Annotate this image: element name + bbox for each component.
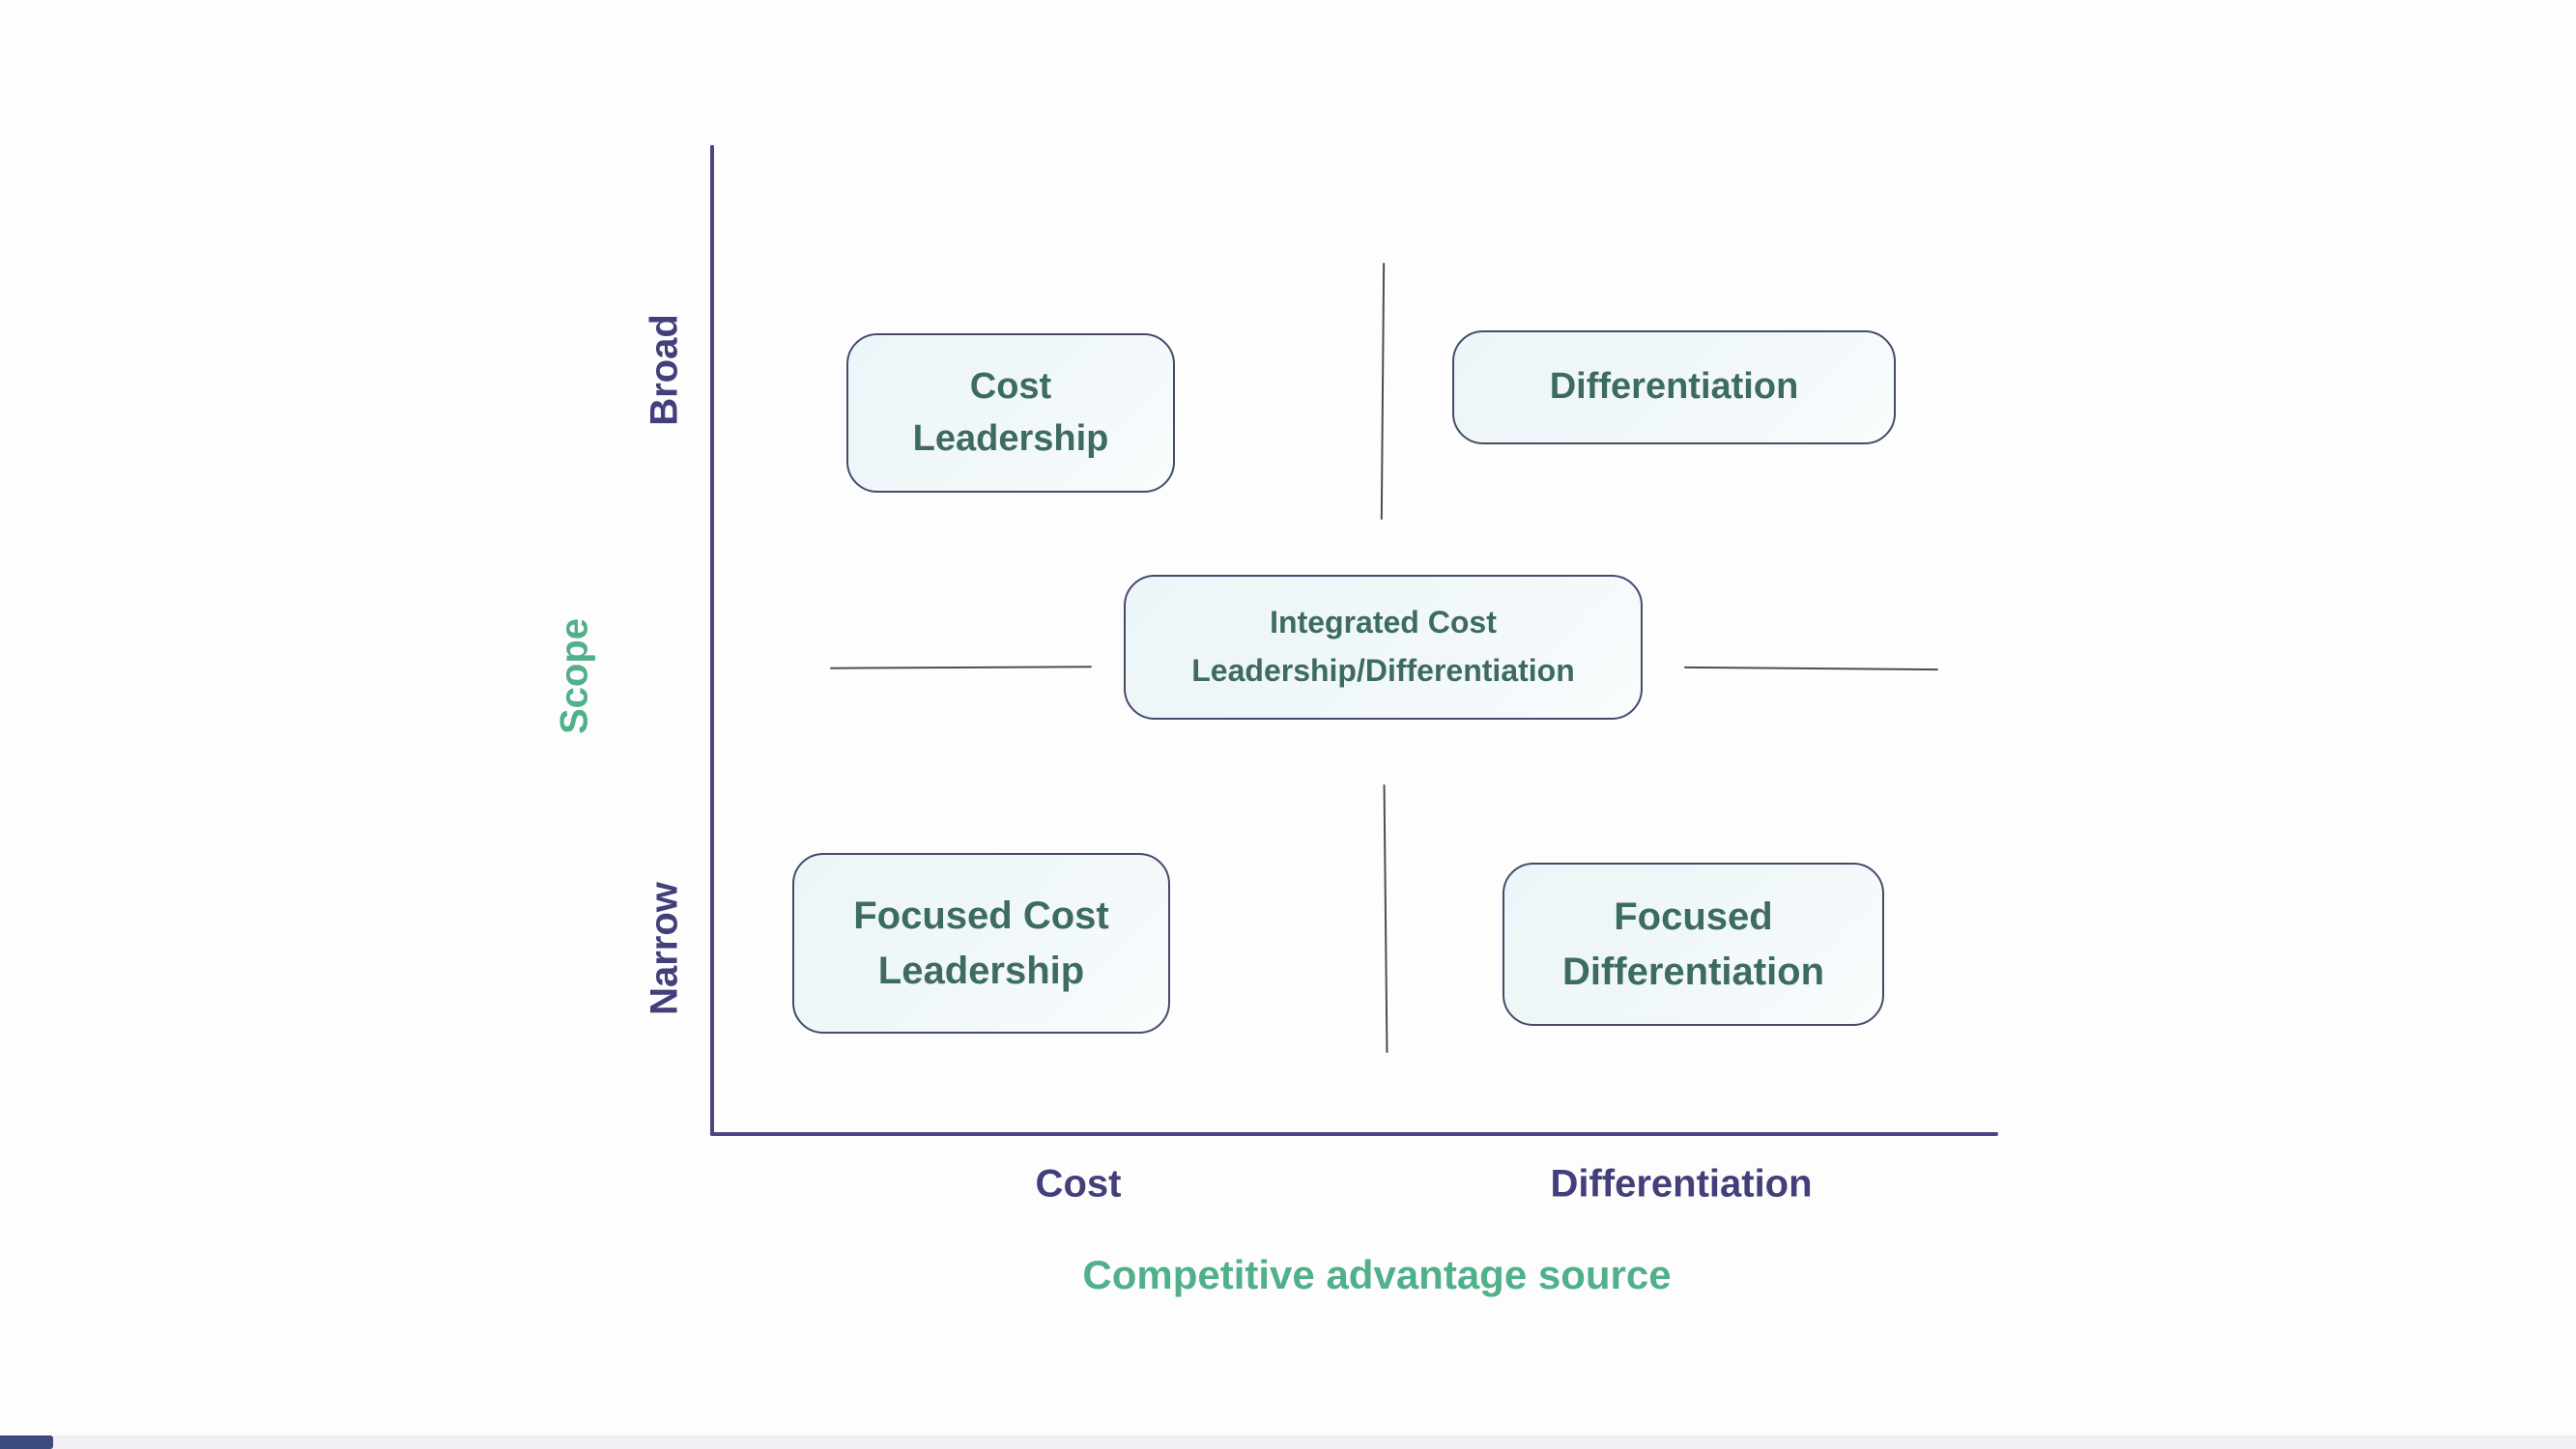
box-differentiation-line1: Differentiation [1549,366,1799,408]
box-integrated-cost-leadership-differentiation: Integrated Cost Leadership/Differentiati… [1124,575,1643,720]
box-focused-diff-line1: Focused [1614,895,1773,938]
y-axis-line [710,145,714,1136]
y-tick-narrow: Narrow [643,882,686,1015]
box-focused-cost-line1: Focused Cost [853,894,1109,937]
video-progress-played [0,1435,53,1449]
box-focused-diff-line2: Differentiation [1561,950,1825,993]
box-integrated-line1: Integrated Cost [1270,605,1497,640]
divider-vertical-top [1380,262,1386,521]
box-cost-leadership: Cost Leadership [846,333,1175,493]
y-tick-broad: Broad [643,314,686,426]
box-cost-leadership-line1: Cost [969,365,1052,407]
box-differentiation: Differentiation [1452,330,1896,444]
box-integrated-line2: Leadership/Differentiation [1191,653,1575,688]
box-cost-leadership-line2: Leadership [912,417,1109,459]
box-focused-differentiation: Focused Differentiation [1503,863,1884,1026]
x-tick-cost: Cost [1035,1162,1122,1206]
box-focused-cost-leadership: Focused Cost Leadership [792,853,1170,1034]
x-axis-line [710,1132,1998,1136]
x-axis-label: Competitive advantage source [1082,1252,1672,1297]
divider-horizontal-left [829,666,1093,669]
divider-horizontal-right [1683,666,1939,671]
x-tick-differentiation: Differentiation [1550,1162,1813,1206]
video-progress-bar[interactable] [0,1435,2576,1449]
divider-vertical-bottom [1383,783,1388,1054]
y-axis-label: Scope [553,617,596,735]
box-focused-cost-line2: Leadership [877,949,1085,992]
